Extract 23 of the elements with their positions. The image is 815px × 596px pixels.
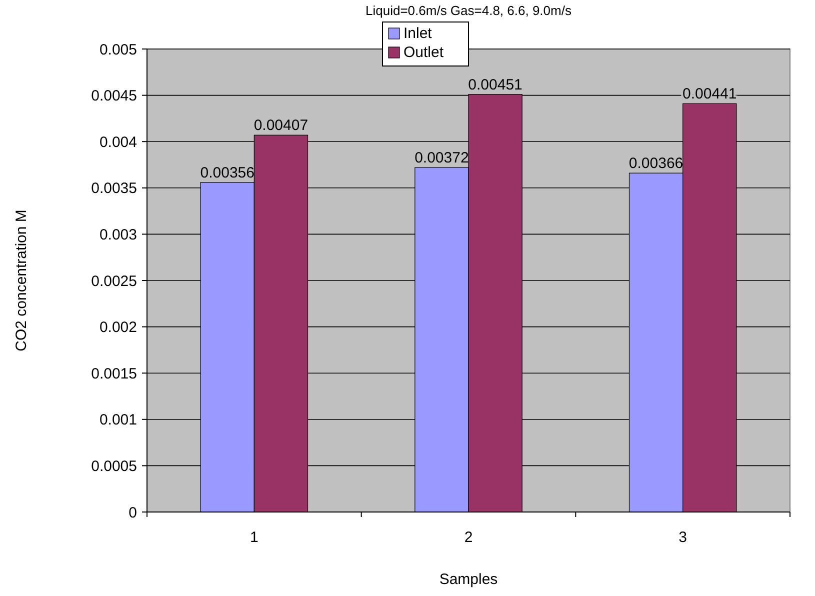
y-axis-title: CO2 concentration M: [13, 210, 30, 352]
x-tick-label: 3: [678, 529, 688, 546]
x-tick-label: 2: [464, 529, 473, 546]
y-tick-label: 0.0035: [91, 180, 137, 198]
data-label: 0.00407: [254, 117, 308, 134]
y-tick-label: 0: [128, 504, 137, 522]
y-tick-label: 0.001: [99, 412, 137, 429]
legend-label: Outlet: [404, 44, 444, 61]
y-tick-label: 0.0025: [91, 272, 137, 290]
chart-title: Liquid=0.6m/s Gas=4.8, 6.6, 9.0m/s: [366, 3, 572, 18]
y-tick-label: 0.0015: [91, 365, 137, 382]
y-tick-label: 0.005: [99, 41, 137, 58]
y-tick-label: 0.002: [99, 319, 137, 336]
data-label: 0.00451: [468, 76, 522, 94]
y-tick-label: 0.003: [99, 226, 137, 244]
x-tick-label: 1: [250, 529, 258, 546]
legend-label: Inlet: [404, 25, 433, 42]
y-tick-label: 0.004: [99, 134, 137, 151]
y-tick-label: 0.0005: [91, 458, 137, 475]
data-label: 0.00356: [200, 164, 254, 182]
data-label: 0.00366: [628, 155, 684, 172]
x-axis-title: Samples: [439, 571, 498, 588]
y-tick-label: 0.0045: [91, 88, 137, 105]
